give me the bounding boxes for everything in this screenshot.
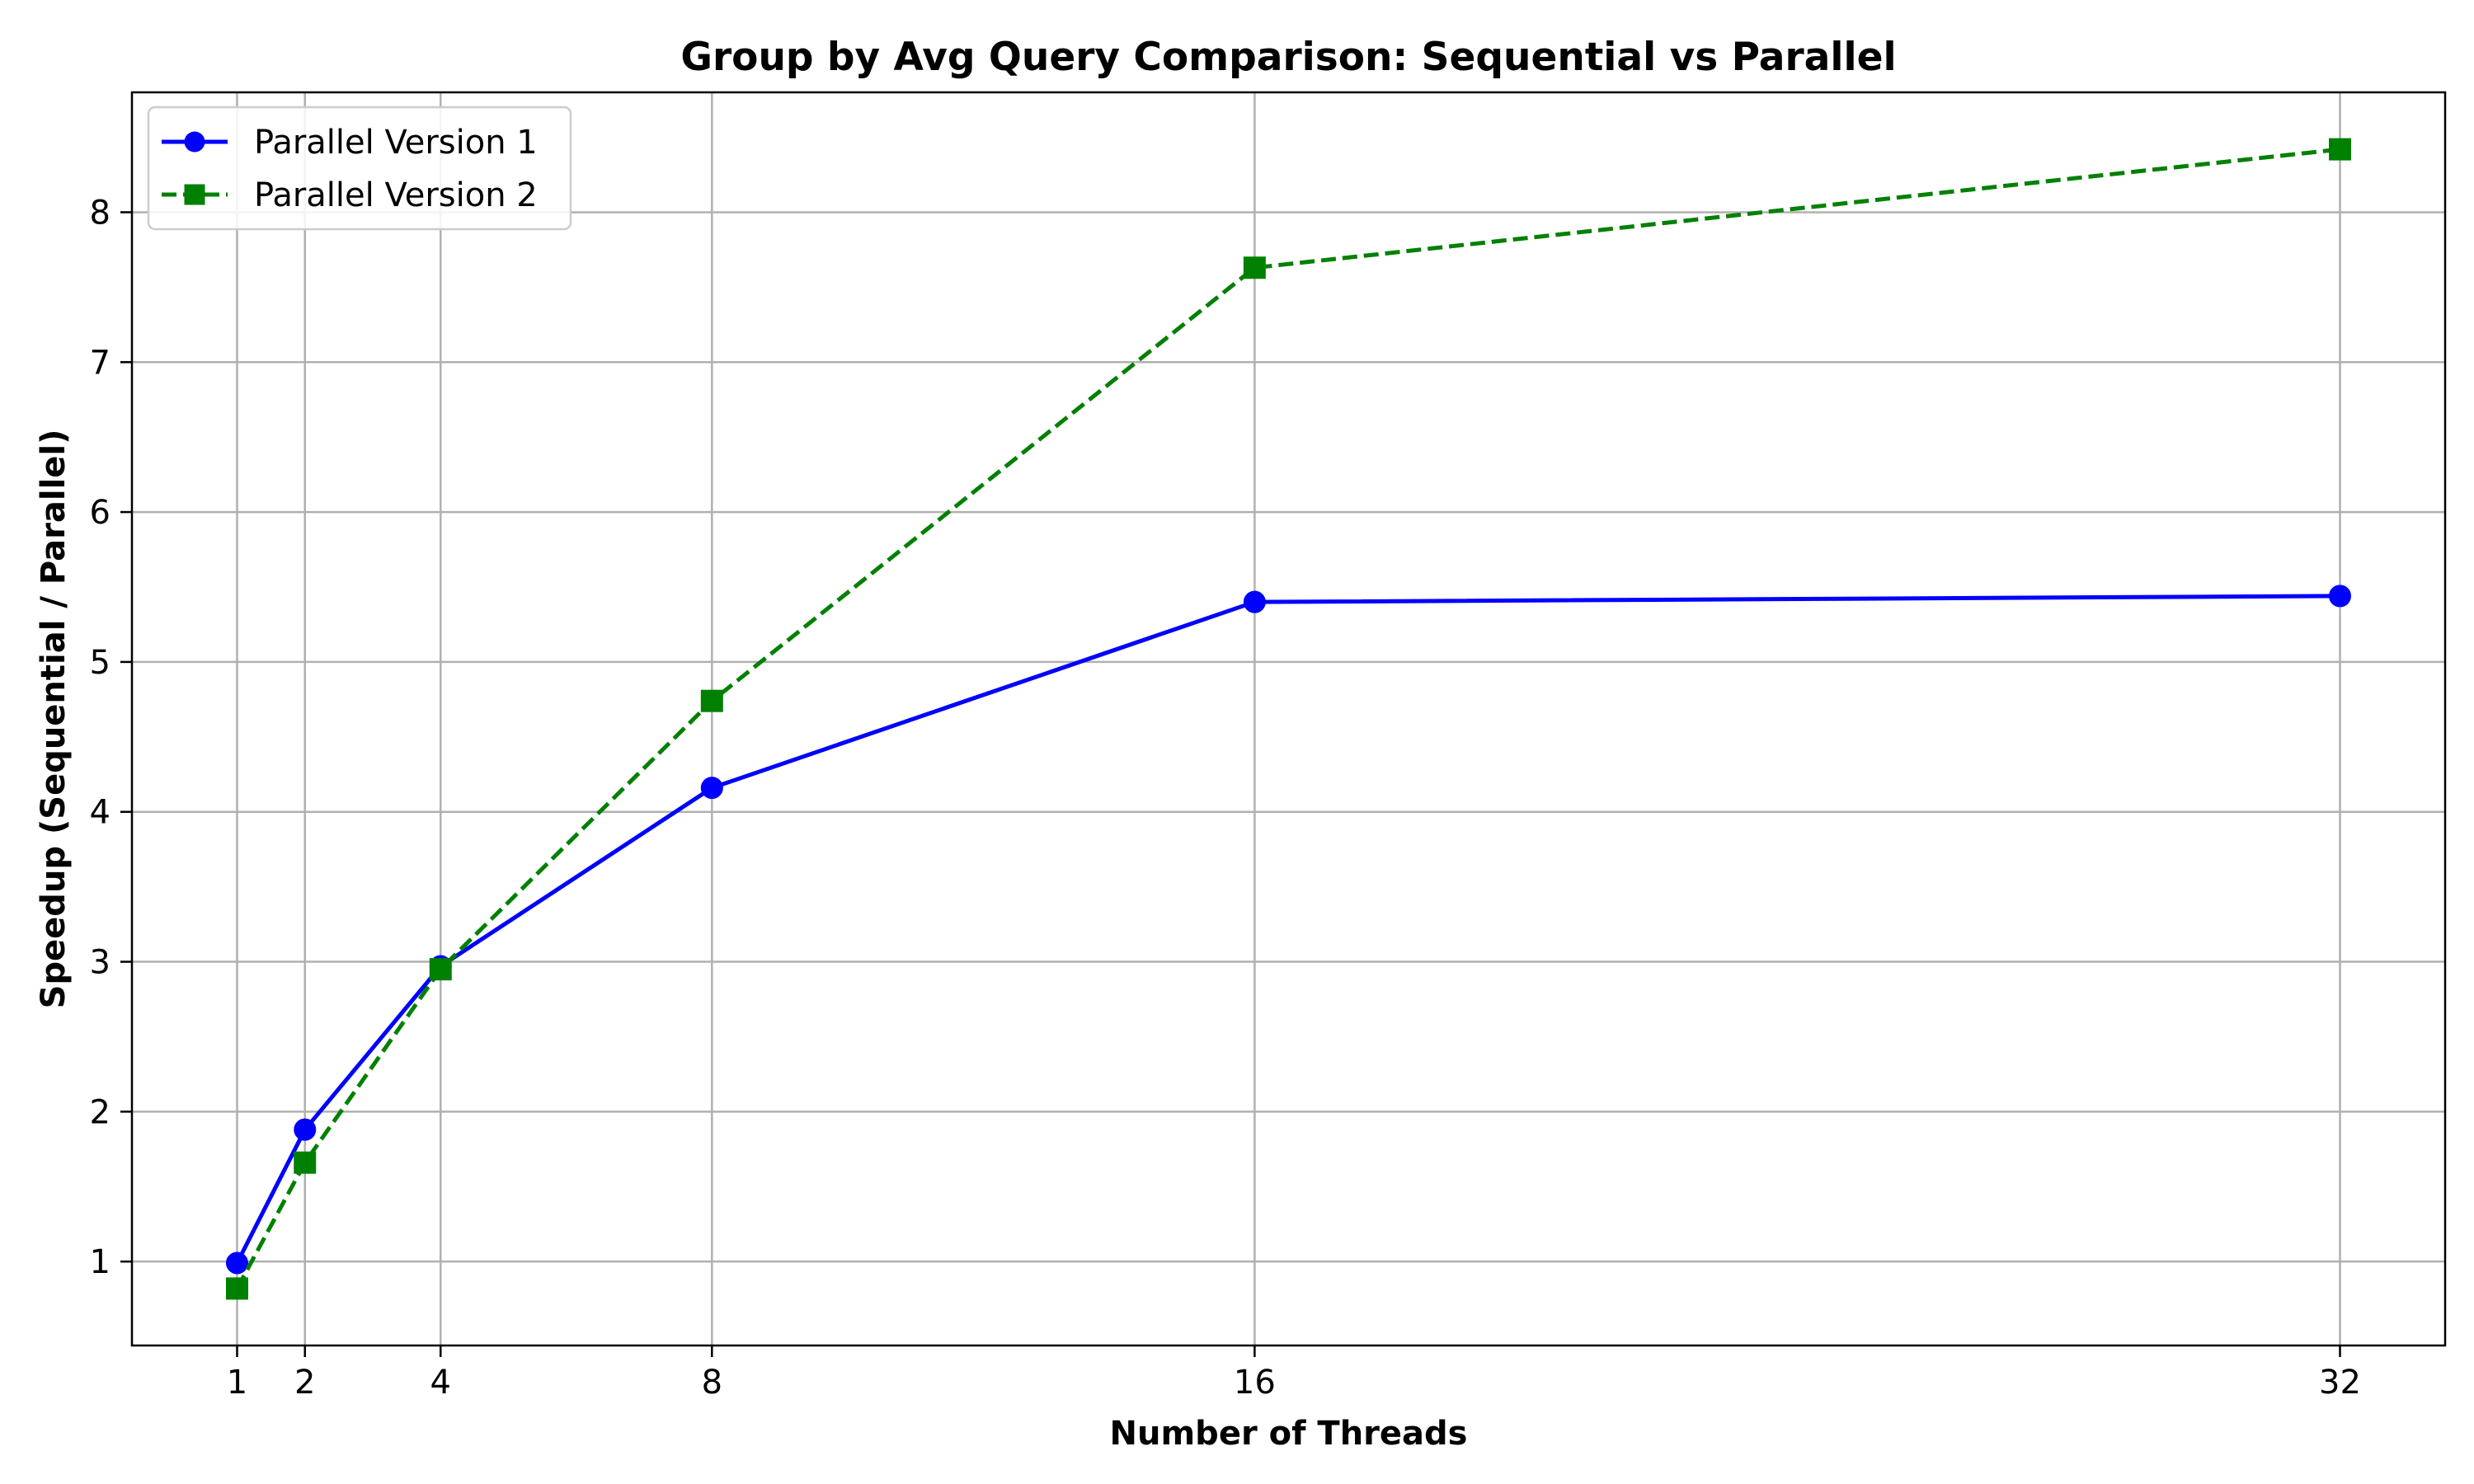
series-2-point — [429, 958, 452, 981]
legend-label: Parallel Version 2 — [254, 176, 538, 214]
y-axis-label: Speedup (Sequential / Parallel) — [35, 430, 73, 1009]
series-2-point — [1243, 256, 1266, 279]
series-1-point — [700, 777, 723, 800]
legend-marker — [184, 184, 205, 205]
series-2-point — [226, 1277, 248, 1300]
x-tick-label: 8 — [702, 1364, 722, 1402]
x-axis-label: Number of Threads — [1110, 1415, 1468, 1453]
y-tick-label: 7 — [90, 344, 111, 382]
y-tick-label: 4 — [90, 794, 111, 832]
series-1-point — [1243, 590, 1266, 613]
series-2-point — [700, 689, 723, 712]
legend-marker — [184, 131, 205, 153]
series-layer — [226, 138, 2351, 1300]
y-tick-label: 5 — [90, 644, 111, 682]
chart-title: Group by Avg Query Comparison: Sequentia… — [680, 35, 1896, 80]
legend-item-1: Parallel Version 1 — [162, 124, 538, 162]
plot-frame — [130, 91, 2447, 1347]
series-1-point — [226, 1252, 248, 1275]
legend-box — [147, 106, 572, 231]
x-tick-label: 1 — [227, 1364, 247, 1402]
x-tick-label: 32 — [2319, 1364, 2361, 1402]
y-tick-label: 1 — [90, 1243, 111, 1281]
series-2 — [226, 138, 2351, 1300]
y-tick-label: 8 — [90, 194, 111, 232]
y-tick-label: 6 — [90, 494, 111, 532]
x-tick-label: 16 — [1234, 1364, 1276, 1402]
ticks: 1 2 4 8 16 32 1 2 3 4 5 6 7 8 — [90, 194, 2361, 1402]
series-2-point — [2329, 138, 2351, 161]
series-2-point — [294, 1151, 317, 1174]
x-tick-label: 4 — [430, 1364, 451, 1402]
x-tick-label: 2 — [294, 1364, 315, 1402]
series-1-point — [294, 1118, 317, 1141]
grid — [132, 92, 2445, 1345]
legend-item-2: Parallel Version 2 — [162, 176, 538, 214]
legend-label: Parallel Version 1 — [254, 124, 538, 162]
series-1-point — [2329, 585, 2351, 608]
legend: Parallel Version 1 Parallel Version 2 — [147, 106, 572, 231]
series-1-line — [235, 594, 2340, 1265]
series-2-line — [235, 147, 2340, 1290]
y-tick-label: 3 — [90, 944, 111, 982]
y-tick-label: 2 — [90, 1093, 111, 1131]
